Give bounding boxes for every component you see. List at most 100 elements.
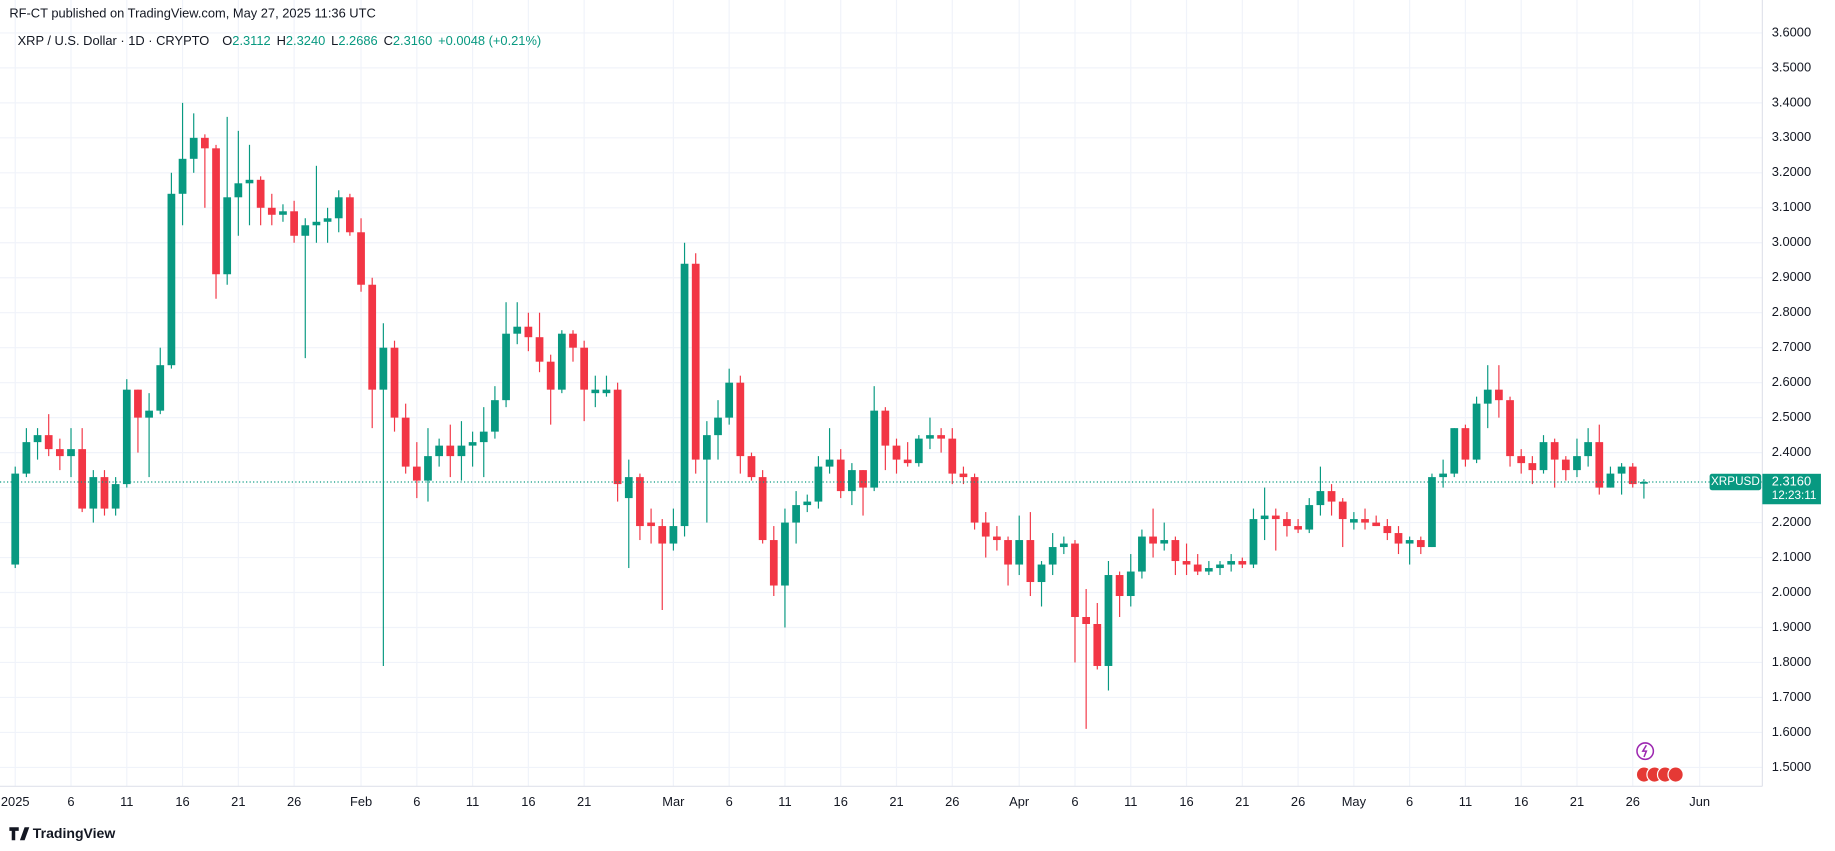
y-tick-label: 1.8000	[1772, 654, 1811, 669]
y-tick-label: 3.3000	[1772, 129, 1811, 144]
candle-body	[134, 389, 142, 418]
y-tick-label: 2.6000	[1772, 374, 1811, 389]
candle-body	[535, 337, 544, 362]
candle-body	[1271, 515, 1280, 520]
x-tick-label: 6	[1406, 794, 1413, 809]
candle-body	[33, 435, 42, 443]
candle-body	[736, 382, 745, 457]
x-tick-label: 16	[1514, 794, 1528, 809]
candle-body	[1416, 540, 1425, 548]
candle-body	[401, 417, 410, 467]
candle-body	[1182, 561, 1191, 565]
candle-body	[1439, 473, 1447, 478]
candle-body	[1561, 459, 1570, 471]
legend-key: H	[277, 34, 286, 49]
symbol-tag: XRPUSD	[1711, 475, 1760, 488]
countdown: 12:23:11	[1772, 489, 1817, 502]
candle-body	[111, 484, 120, 509]
candle-body	[1059, 543, 1068, 548]
x-tick-label: 21	[231, 794, 245, 809]
candle-body	[55, 449, 64, 457]
candle-body	[11, 473, 20, 565]
candle-body	[624, 477, 633, 499]
candle-body	[412, 466, 421, 481]
candle-body	[613, 389, 622, 485]
candle-body	[1428, 477, 1436, 548]
legend-change: +0.0048 (+0.21%)	[438, 34, 541, 49]
x-tick-label: 21	[1235, 794, 1249, 809]
candle-body	[1338, 501, 1347, 520]
candle-body	[1383, 526, 1392, 534]
candle-body	[848, 470, 856, 492]
candle-body	[491, 400, 499, 432]
candle-body	[1450, 428, 1459, 474]
candle-body	[1227, 561, 1236, 565]
legend-value: 2.3240	[286, 34, 325, 49]
candle-body	[803, 501, 812, 506]
candle-body	[1617, 466, 1626, 474]
candle-body	[769, 540, 778, 586]
candle-body	[1026, 540, 1035, 583]
y-tick-label: 1.7000	[1772, 689, 1811, 704]
x-tick-label: Feb	[350, 794, 372, 809]
candle-body	[1350, 519, 1358, 523]
candle-body	[1138, 536, 1146, 572]
y-tick-label: 2.9000	[1772, 269, 1811, 284]
candle-body	[1584, 442, 1592, 457]
x-tick-label: 11	[466, 794, 479, 809]
candle-body	[591, 389, 600, 394]
candle-body	[1405, 540, 1414, 544]
candle-body	[100, 477, 109, 509]
candle-body	[256, 179, 265, 208]
icon	[1641, 744, 1648, 758]
event-icons	[1635, 742, 1684, 783]
candle-body	[602, 389, 611, 394]
candle-body	[903, 459, 912, 464]
price-tag-bg	[1762, 473, 1821, 505]
candle-body	[89, 477, 98, 509]
candle-body	[1327, 491, 1336, 502]
legend-value: 2.3112	[232, 34, 270, 49]
candle-body	[346, 197, 354, 233]
candle-body	[468, 442, 477, 446]
candle-body	[747, 456, 756, 478]
candle-body	[67, 449, 75, 457]
candle-body	[267, 207, 276, 215]
brand: TradingView	[9, 825, 115, 841]
x-tick-label: 16	[521, 794, 535, 809]
candle-body	[1606, 473, 1615, 488]
candle-body	[1149, 536, 1157, 544]
candle-body	[457, 445, 466, 457]
candle-body	[1550, 442, 1559, 460]
candle-body	[1071, 543, 1079, 618]
candle-body	[1204, 568, 1213, 572]
candle-body	[580, 347, 589, 390]
candle-body	[1573, 456, 1581, 471]
candle-body	[680, 263, 689, 527]
candle-body	[145, 410, 153, 418]
candle-body	[122, 389, 131, 485]
x-tick-label: 11	[1124, 794, 1137, 809]
candle-body	[323, 218, 332, 222]
symbol: XRP / U.S. Dollar · 1D · CRYPTO	[18, 34, 210, 49]
candle-body	[1372, 522, 1381, 527]
x-tick-label: 6	[413, 794, 420, 809]
candle-body	[926, 435, 934, 439]
candle-body	[937, 435, 945, 439]
x-tick-label: 16	[1179, 794, 1193, 809]
candle-body	[1495, 389, 1503, 401]
candle-body	[1260, 515, 1269, 520]
y-tick-label: 3.0000	[1772, 234, 1811, 249]
candle-body	[792, 505, 800, 523]
x-tick-label: 6	[726, 794, 733, 809]
y-tick-label: 2.2000	[1772, 514, 1811, 529]
candle-body	[1216, 564, 1224, 569]
candle-body	[524, 326, 533, 338]
candle-body	[1249, 519, 1258, 565]
candle-body	[1528, 463, 1537, 471]
x-tick-label: May	[1342, 794, 1367, 809]
candle-body	[1238, 561, 1247, 565]
y-tick-label: 3.4000	[1772, 94, 1811, 109]
candle-body	[178, 158, 187, 194]
